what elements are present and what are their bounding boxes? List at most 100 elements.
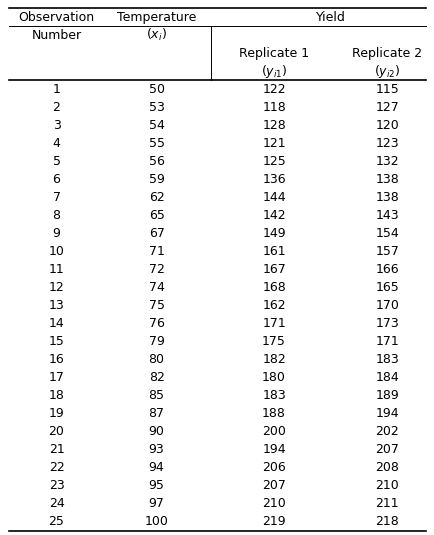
Text: 25: 25 bbox=[49, 515, 64, 528]
Text: 132: 132 bbox=[375, 155, 398, 168]
Text: 170: 170 bbox=[375, 299, 398, 312]
Text: 95: 95 bbox=[148, 479, 164, 492]
Text: 18: 18 bbox=[49, 389, 64, 402]
Text: 82: 82 bbox=[148, 371, 164, 384]
Text: 118: 118 bbox=[262, 101, 285, 113]
Text: 127: 127 bbox=[375, 101, 398, 113]
Text: 161: 161 bbox=[262, 245, 285, 258]
Text: 16: 16 bbox=[49, 353, 64, 366]
Text: 12: 12 bbox=[49, 281, 64, 294]
Text: 122: 122 bbox=[262, 82, 285, 96]
Text: 219: 219 bbox=[262, 515, 285, 528]
Text: 218: 218 bbox=[375, 515, 398, 528]
Text: 59: 59 bbox=[148, 173, 164, 186]
Text: 90: 90 bbox=[148, 425, 164, 438]
Text: 143: 143 bbox=[375, 209, 398, 222]
Text: 125: 125 bbox=[262, 155, 285, 168]
Text: Number: Number bbox=[31, 28, 82, 42]
Text: 2: 2 bbox=[53, 101, 60, 113]
Text: 211: 211 bbox=[375, 497, 398, 510]
Text: 162: 162 bbox=[262, 299, 285, 312]
Text: 21: 21 bbox=[49, 443, 64, 456]
Text: 1: 1 bbox=[53, 82, 60, 96]
Text: 71: 71 bbox=[148, 245, 164, 258]
Text: 165: 165 bbox=[375, 281, 398, 294]
Text: 149: 149 bbox=[262, 227, 285, 240]
Text: 19: 19 bbox=[49, 407, 64, 420]
Text: 154: 154 bbox=[375, 227, 398, 240]
Text: 15: 15 bbox=[49, 335, 64, 348]
Text: 171: 171 bbox=[262, 317, 285, 330]
Text: 206: 206 bbox=[262, 461, 285, 474]
Text: 50: 50 bbox=[148, 82, 164, 96]
Text: 138: 138 bbox=[375, 191, 398, 204]
Text: 17: 17 bbox=[49, 371, 64, 384]
Text: 189: 189 bbox=[375, 389, 398, 402]
Text: 202: 202 bbox=[375, 425, 398, 438]
Text: 175: 175 bbox=[262, 335, 285, 348]
Text: 120: 120 bbox=[375, 119, 398, 132]
Text: 100: 100 bbox=[145, 515, 168, 528]
Text: 5: 5 bbox=[53, 155, 60, 168]
Text: 210: 210 bbox=[375, 479, 398, 492]
Text: 167: 167 bbox=[262, 263, 285, 276]
Text: 54: 54 bbox=[148, 119, 164, 132]
Text: 67: 67 bbox=[148, 227, 164, 240]
Text: 24: 24 bbox=[49, 497, 64, 510]
Text: 93: 93 bbox=[148, 443, 164, 456]
Text: 207: 207 bbox=[262, 479, 285, 492]
Text: 171: 171 bbox=[375, 335, 398, 348]
Text: 157: 157 bbox=[375, 245, 398, 258]
Text: 194: 194 bbox=[375, 407, 398, 420]
Text: 9: 9 bbox=[53, 227, 60, 240]
Text: Temperature: Temperature bbox=[117, 11, 196, 24]
Text: 208: 208 bbox=[375, 461, 398, 474]
Text: 136: 136 bbox=[262, 173, 285, 186]
Text: 11: 11 bbox=[49, 263, 64, 276]
Text: 168: 168 bbox=[262, 281, 285, 294]
Text: 144: 144 bbox=[262, 191, 285, 204]
Text: 8: 8 bbox=[53, 209, 60, 222]
Text: 53: 53 bbox=[148, 101, 164, 113]
Text: 4: 4 bbox=[53, 137, 60, 150]
Text: 56: 56 bbox=[148, 155, 164, 168]
Text: 97: 97 bbox=[148, 497, 164, 510]
Text: 183: 183 bbox=[262, 389, 285, 402]
Text: 180: 180 bbox=[262, 371, 285, 384]
Text: 72: 72 bbox=[148, 263, 164, 276]
Text: 80: 80 bbox=[148, 353, 164, 366]
Text: 55: 55 bbox=[148, 137, 164, 150]
Text: ($\mathit{x}_i$): ($\mathit{x}_i$) bbox=[146, 27, 167, 43]
Text: 210: 210 bbox=[262, 497, 285, 510]
Text: 23: 23 bbox=[49, 479, 64, 492]
Text: 123: 123 bbox=[375, 137, 398, 150]
Text: ($\mathit{y}_{i2}$): ($\mathit{y}_{i2}$) bbox=[373, 63, 399, 80]
Text: 200: 200 bbox=[262, 425, 285, 438]
Text: 14: 14 bbox=[49, 317, 64, 330]
Text: 94: 94 bbox=[148, 461, 164, 474]
Text: 7: 7 bbox=[53, 191, 60, 204]
Text: 121: 121 bbox=[262, 137, 285, 150]
Text: 65: 65 bbox=[148, 209, 164, 222]
Text: 173: 173 bbox=[375, 317, 398, 330]
Text: 13: 13 bbox=[49, 299, 64, 312]
Text: 75: 75 bbox=[148, 299, 164, 312]
Text: ($\mathit{y}_{i1}$): ($\mathit{y}_{i1}$) bbox=[260, 63, 286, 80]
Text: 207: 207 bbox=[375, 443, 398, 456]
Text: 182: 182 bbox=[262, 353, 285, 366]
Text: 62: 62 bbox=[148, 191, 164, 204]
Text: 85: 85 bbox=[148, 389, 164, 402]
Text: 87: 87 bbox=[148, 407, 164, 420]
Text: 142: 142 bbox=[262, 209, 285, 222]
Text: 128: 128 bbox=[262, 119, 285, 132]
Text: 184: 184 bbox=[375, 371, 398, 384]
Text: 74: 74 bbox=[148, 281, 164, 294]
Text: 10: 10 bbox=[49, 245, 64, 258]
Text: Observation: Observation bbox=[18, 11, 95, 24]
Text: Replicate 1: Replicate 1 bbox=[238, 47, 309, 59]
Text: 6: 6 bbox=[53, 173, 60, 186]
Text: 20: 20 bbox=[49, 425, 64, 438]
Text: Yield: Yield bbox=[315, 11, 345, 24]
Text: 115: 115 bbox=[375, 82, 398, 96]
Text: 138: 138 bbox=[375, 173, 398, 186]
